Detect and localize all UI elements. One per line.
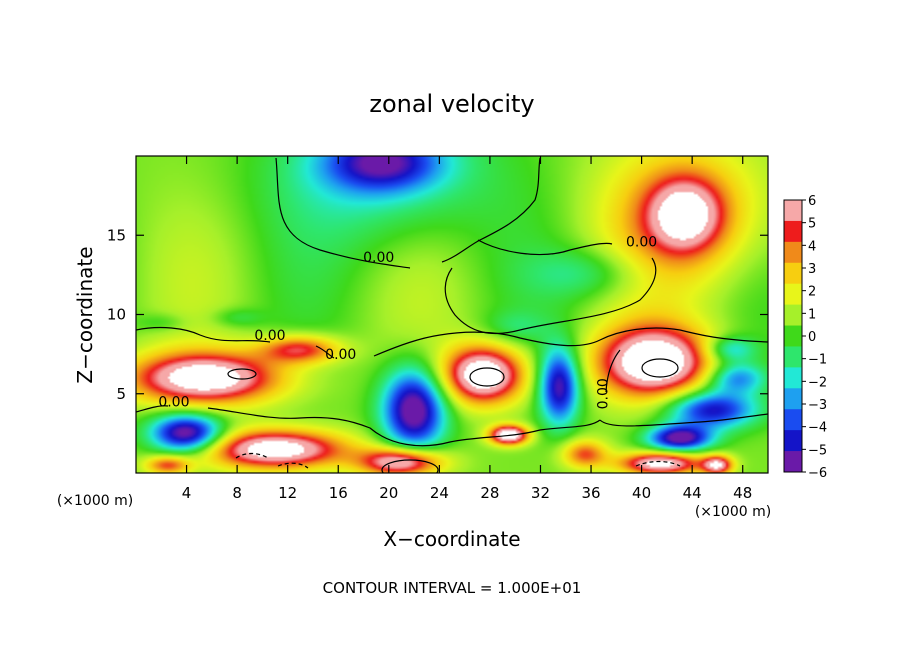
colorbar-label: 3 xyxy=(808,262,816,277)
colorbar-swatch xyxy=(784,220,802,243)
y-tick-label: 10 xyxy=(107,306,126,324)
colorbar-swatch xyxy=(784,367,802,389)
velocity-field-image xyxy=(136,156,768,473)
colorbar-swatch xyxy=(784,409,802,431)
colorbar-label: 5 xyxy=(808,217,816,232)
contour-label: 0.00 xyxy=(158,394,189,410)
contour-loop xyxy=(227,368,257,380)
x-tick-label: 32 xyxy=(531,484,550,502)
contour-lower xyxy=(136,349,768,447)
x-unit-left: (×1000 m) xyxy=(57,493,133,509)
contour-loop xyxy=(469,367,505,387)
x-tick-label: 16 xyxy=(329,484,348,502)
colorbar-swatch xyxy=(784,200,802,222)
chart-title: zonal velocity xyxy=(369,90,534,118)
y-axis-label: Z−coordinate xyxy=(73,246,97,383)
contour-label: 0.00 xyxy=(595,378,611,409)
contour-label: 0.00 xyxy=(626,234,657,250)
x-unit-right: (×1000 m) xyxy=(695,504,771,520)
colorbar-label: −6 xyxy=(808,466,827,481)
colorbar-label: −4 xyxy=(808,421,827,436)
colorbar-swatch xyxy=(784,262,802,285)
colorbar-swatch xyxy=(784,241,802,264)
x-tick-label: 4 xyxy=(182,484,192,502)
colorbar-label: 6 xyxy=(808,194,816,209)
x-tick-label: 8 xyxy=(232,484,242,502)
colorbar-label: −2 xyxy=(808,375,827,390)
colorbar-label: 0 xyxy=(808,330,816,345)
x-tick-label: 24 xyxy=(430,484,449,502)
contour-dashed xyxy=(235,452,681,469)
colorbar-swatch xyxy=(784,451,802,473)
colorbar-swatch xyxy=(784,304,802,327)
contour-interval-note: CONTOUR INTERVAL = 1.000E+01 xyxy=(323,579,582,597)
contour-mid xyxy=(136,326,768,359)
contour-loop xyxy=(381,459,439,473)
y-tick-label: 15 xyxy=(107,226,126,244)
colorbar-swatch xyxy=(784,388,802,410)
x-tick-label: 20 xyxy=(379,484,398,502)
colorbar-swatch xyxy=(784,346,802,368)
colorbar-label: −5 xyxy=(808,443,827,458)
x-tick-label: 36 xyxy=(581,484,600,502)
contour-upper-right xyxy=(444,239,657,335)
x-tick-label: 28 xyxy=(480,484,499,502)
colorbar-label: 1 xyxy=(808,307,816,322)
colorbar-swatch xyxy=(784,430,802,452)
colorbar: 6 5 4 3 2 1 0 −1 −2 −3 −4 −5 −6 xyxy=(783,194,827,481)
colorbar-label: 4 xyxy=(808,239,816,254)
zero-contour-lines xyxy=(136,157,768,473)
contour-label: 0.00 xyxy=(254,328,285,344)
contour-label: 0.00 xyxy=(363,250,394,266)
contour-upper xyxy=(275,157,541,269)
x-axis-label: X−coordinate xyxy=(383,527,520,551)
colorbar-swatch xyxy=(784,283,802,306)
x-tick-label: 48 xyxy=(733,484,752,502)
y-axis: 5 10 15 xyxy=(107,226,768,403)
colorbar-label: −3 xyxy=(808,398,827,413)
colorbar-swatch xyxy=(784,325,802,347)
colorbar-label: 2 xyxy=(808,285,816,300)
x-axis: 4 8 12 16 20 24 28 32 36 40 44 48 xyxy=(182,156,752,502)
x-tick-label: 44 xyxy=(683,484,702,502)
contour-loop xyxy=(641,358,679,378)
x-tick-label: 12 xyxy=(278,484,297,502)
y-tick-label: 5 xyxy=(116,385,126,403)
heatmap-area xyxy=(136,156,768,473)
x-tick-label: 40 xyxy=(632,484,651,502)
contour-labels: 0.00 0.00 0.00 0.00 0.00 0.00 xyxy=(158,234,657,410)
contour-label: 0.00 xyxy=(325,347,356,363)
colorbar-label: −1 xyxy=(808,353,827,368)
